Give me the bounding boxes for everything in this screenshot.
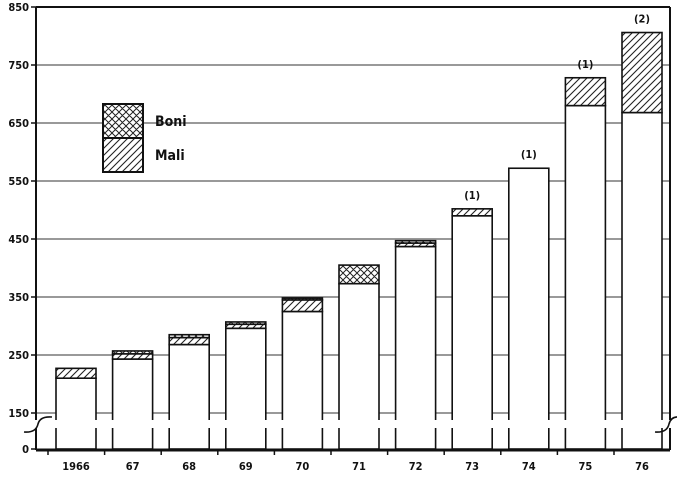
- bar-annotations: (1) (1) (1) (2): [464, 13, 650, 202]
- legend-label-mali: Mali: [155, 148, 185, 164]
- x-tick-label-68: 68: [182, 460, 196, 473]
- y-tick-label-650: 650: [8, 117, 29, 130]
- bar-76-mali: [621, 31, 663, 114]
- y-tick-label-350: 350: [8, 291, 29, 304]
- bar-75-total: [564, 104, 607, 450]
- x-tick-label-72: 72: [409, 460, 423, 473]
- bar-68-boni: [168, 333, 210, 339]
- bar-68-total: [168, 343, 210, 450]
- bar-67-total: [111, 358, 154, 450]
- bar-69-total: [225, 327, 267, 450]
- x-tick-label-69: 69: [239, 460, 253, 473]
- bar-75-mali: [564, 76, 607, 107]
- bar-67-boni: [111, 350, 154, 355]
- bar-1966-mali: [55, 367, 97, 379]
- legend-swatch-mali: [102, 137, 144, 173]
- axis-break-left: [23, 416, 53, 433]
- axis-break-right: [654, 416, 677, 433]
- y-tick-label-450: 450: [8, 233, 29, 246]
- y-tick-label-750: 750: [8, 59, 29, 72]
- x-tick-label-71: 71: [352, 460, 366, 473]
- bar-74-total: [507, 167, 550, 450]
- y-axis: 0 150 250 350 450 550 650 750 850: [8, 1, 36, 456]
- x-tick-label-75: 75: [579, 460, 593, 473]
- bar-73-mali: [451, 208, 494, 217]
- bar-71-boni: [338, 264, 380, 285]
- annotation-76: (2): [634, 13, 650, 26]
- bar-70-total: [281, 310, 324, 450]
- bar-72-total: [394, 245, 437, 450]
- axis-break-gap: [0, 420, 677, 428]
- annotation-73: (1): [464, 189, 480, 202]
- y-tick-label-550: 550: [8, 175, 29, 188]
- y-tick-label-150: 150: [8, 407, 29, 420]
- x-tick-label-70: 70: [296, 460, 310, 473]
- annotation-75: (1): [577, 58, 593, 71]
- x-axis: 1966 67 68 69 70 71 72 73 74 75 76: [47, 450, 649, 473]
- legend-label-boni: Boni: [155, 114, 187, 130]
- x-tick-label-73: 73: [465, 460, 479, 473]
- x-tick-label-67: 67: [126, 460, 140, 473]
- bar-1966-total: [55, 377, 97, 450]
- bar-72-boni: [394, 239, 437, 244]
- annotation-74: (1): [521, 148, 537, 161]
- bar-68-mali: [168, 336, 210, 346]
- bar-76-total: [621, 111, 663, 450]
- y-tick-label-850: 850: [8, 1, 29, 14]
- legend: Boni Mali: [102, 103, 187, 173]
- bar-69-boni: [225, 321, 267, 326]
- x-tick-label-74: 74: [522, 460, 536, 473]
- x-tick-label-76: 76: [635, 460, 649, 473]
- bar-70-mali: [281, 299, 324, 313]
- plot-frame: [0, 6, 677, 452]
- legend-swatch-boni: [102, 103, 144, 139]
- x-tick-label-1966: 1966: [62, 460, 90, 473]
- y-tick-label-0: 0: [22, 443, 29, 456]
- bar-70-boni: [281, 297, 324, 301]
- y-tick-label-250: 250: [8, 349, 29, 362]
- bar-73-total: [451, 215, 494, 450]
- bars: [55, 31, 663, 450]
